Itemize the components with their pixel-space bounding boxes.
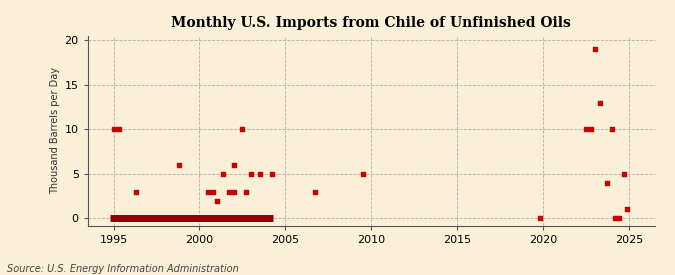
Point (614, 216, 624, 221)
Y-axis label: Thousand Barrels per Day: Thousand Barrels per Day (51, 67, 61, 194)
Point (228, 189, 239, 194)
Point (108, 127, 119, 131)
Text: Source: U.S. Energy Information Administration: Source: U.S. Energy Information Administ… (7, 264, 238, 274)
Point (130, 189, 141, 194)
Point (606, 127, 617, 131)
Point (246, 172, 256, 176)
Point (586, 127, 597, 131)
Title: Monthly U.S. Imports from Chile of Unfinished Oils: Monthly U.S. Imports from Chile of Unfin… (171, 16, 571, 31)
Point (601, 181, 612, 185)
Point (357, 172, 368, 176)
Point (610, 216, 620, 221)
Point (173, 163, 184, 167)
Point (534, 216, 545, 221)
Point (211, 198, 222, 203)
Point (218, 172, 229, 176)
Point (228, 163, 239, 167)
Point (622, 207, 632, 212)
Point (618, 172, 629, 176)
Point (589, 47, 600, 51)
Point (309, 189, 320, 194)
Point (223, 189, 234, 194)
Point (208, 189, 219, 194)
Point (266, 172, 277, 176)
Point (580, 127, 591, 131)
Point (237, 127, 248, 131)
Point (202, 189, 213, 194)
Point (240, 189, 251, 194)
Point (113, 127, 124, 131)
Point (595, 100, 605, 105)
Point (254, 172, 265, 176)
